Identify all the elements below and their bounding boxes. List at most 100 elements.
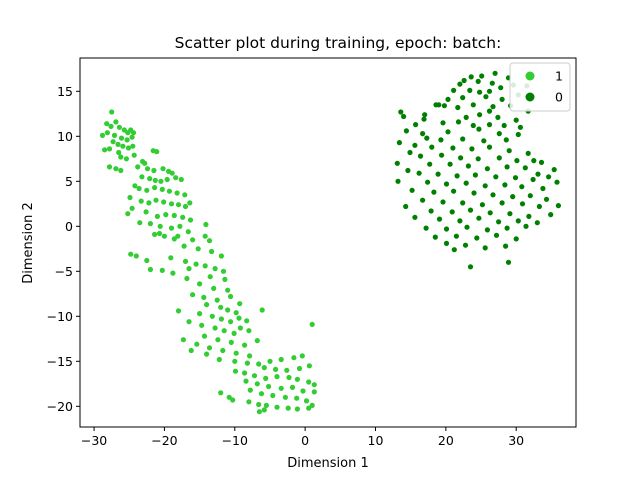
- data-point-series-0: [492, 70, 498, 76]
- data-point-series-0: [506, 148, 512, 154]
- data-point-series-0: [458, 155, 464, 161]
- data-point-series-1: [296, 365, 303, 372]
- data-point-series-0: [403, 203, 409, 210]
- data-point-series-1: [157, 223, 163, 229]
- data-point-series-1: [299, 353, 305, 359]
- data-point-series-1: [175, 233, 181, 239]
- data-point-series-1: [153, 197, 159, 203]
- data-point-series-1: [152, 231, 158, 237]
- data-point-series-1: [127, 194, 133, 201]
- data-point-series-0: [409, 187, 415, 193]
- data-point-series-1: [212, 325, 218, 331]
- x-axis-label: Dimension 1: [287, 456, 369, 471]
- legend-marker-series-0: [525, 92, 535, 102]
- data-point-series-0: [499, 200, 505, 206]
- data-point-series-1: [228, 319, 234, 325]
- data-point-series-0: [482, 183, 488, 189]
- data-point-series-1: [285, 405, 291, 411]
- data-point-series-0: [431, 189, 437, 195]
- data-point-series-1: [131, 152, 137, 158]
- data-point-series-1: [147, 176, 153, 182]
- data-point-series-1: [104, 130, 110, 136]
- data-point-series-1: [244, 318, 250, 324]
- data-point-series-1: [108, 123, 114, 129]
- data-point-series-0: [490, 104, 496, 110]
- y-axis-ticks: −20 −15 −10 −5 0 5 10 15: [47, 84, 80, 414]
- data-point-series-0: [451, 87, 457, 93]
- data-point-series-0: [486, 88, 493, 94]
- data-point-series-0: [467, 87, 473, 93]
- plot-frame: [79, 57, 577, 428]
- data-point-series-0: [396, 140, 402, 146]
- data-point-series-1: [151, 167, 157, 174]
- data-point-series-0: [398, 109, 404, 115]
- data-point-series-0: [460, 95, 466, 101]
- data-point-series-0: [464, 224, 470, 230]
- data-point-series-1: [215, 337, 221, 343]
- data-point-series-1: [303, 398, 310, 404]
- data-point-series-0: [422, 112, 428, 118]
- data-point-series-1: [133, 253, 139, 259]
- data-point-series-0: [503, 243, 509, 249]
- data-point-series-1: [251, 373, 258, 379]
- data-point-series-0: [447, 161, 453, 167]
- x-tick-label: 0: [301, 433, 309, 448]
- data-point-series-0: [535, 171, 541, 177]
- data-point-series-1: [218, 316, 224, 322]
- data-point-series-0: [463, 180, 469, 186]
- data-point-series-1: [161, 233, 167, 239]
- data-point-series-1: [243, 378, 249, 384]
- data-point-series-0: [504, 225, 510, 231]
- data-point-series-0: [420, 197, 426, 203]
- data-point-series-1: [306, 379, 312, 385]
- data-point-series-0: [477, 89, 483, 95]
- data-point-series-1: [237, 325, 243, 331]
- data-point-series-1: [221, 328, 227, 334]
- data-point-series-1: [233, 350, 239, 356]
- data-point-series-0: [503, 137, 509, 143]
- data-point-series-0: [470, 122, 476, 129]
- data-point-series-1: [263, 375, 269, 381]
- data-point-series-1: [152, 177, 158, 183]
- data-point-series-1: [186, 266, 192, 272]
- data-point-series-1: [273, 366, 279, 372]
- y-tick-label: 10: [57, 129, 73, 144]
- y-tick-label: 0: [65, 219, 73, 234]
- data-point-series-0: [470, 102, 476, 108]
- data-point-series-0: [515, 131, 521, 138]
- legend-label-series-1: 1: [555, 69, 563, 84]
- data-point-series-1: [124, 137, 130, 143]
- data-point-series-1: [232, 358, 238, 364]
- data-point-series-1: [144, 257, 150, 264]
- data-point-series-1: [185, 229, 191, 235]
- data-point-series-1: [181, 243, 187, 249]
- data-point-series-0: [523, 223, 529, 229]
- data-point-series-0: [463, 114, 469, 120]
- data-point-series-1: [256, 361, 262, 367]
- data-point-series-1: [267, 358, 273, 364]
- data-point-series-0: [405, 167, 411, 174]
- data-point-series-1: [168, 225, 175, 231]
- data-point-series-0: [483, 94, 489, 100]
- data-point-series-1: [125, 211, 131, 217]
- y-tick-label: 15: [57, 84, 73, 99]
- x-tick-label: 20: [438, 433, 454, 448]
- data-point-series-0: [462, 242, 469, 248]
- data-point-series-1: [144, 187, 150, 193]
- data-point-series-0: [484, 166, 490, 172]
- data-point-series-1: [190, 292, 196, 298]
- data-point-series-1: [129, 134, 135, 140]
- data-point-series-1: [128, 251, 134, 257]
- data-point-series-0: [496, 219, 502, 225]
- data-point-series-1: [237, 301, 243, 307]
- data-point-series-0: [460, 136, 466, 142]
- data-point-series-1: [247, 387, 253, 393]
- data-point-series-0: [441, 103, 447, 109]
- data-point-series-0: [486, 144, 493, 150]
- data-point-series-1: [186, 319, 192, 325]
- data-point-series-0: [534, 220, 540, 226]
- data-point-series-1: [182, 203, 189, 210]
- data-point-series-1: [130, 130, 137, 136]
- data-point-series-1: [261, 365, 267, 371]
- data-point-series-1: [171, 236, 177, 242]
